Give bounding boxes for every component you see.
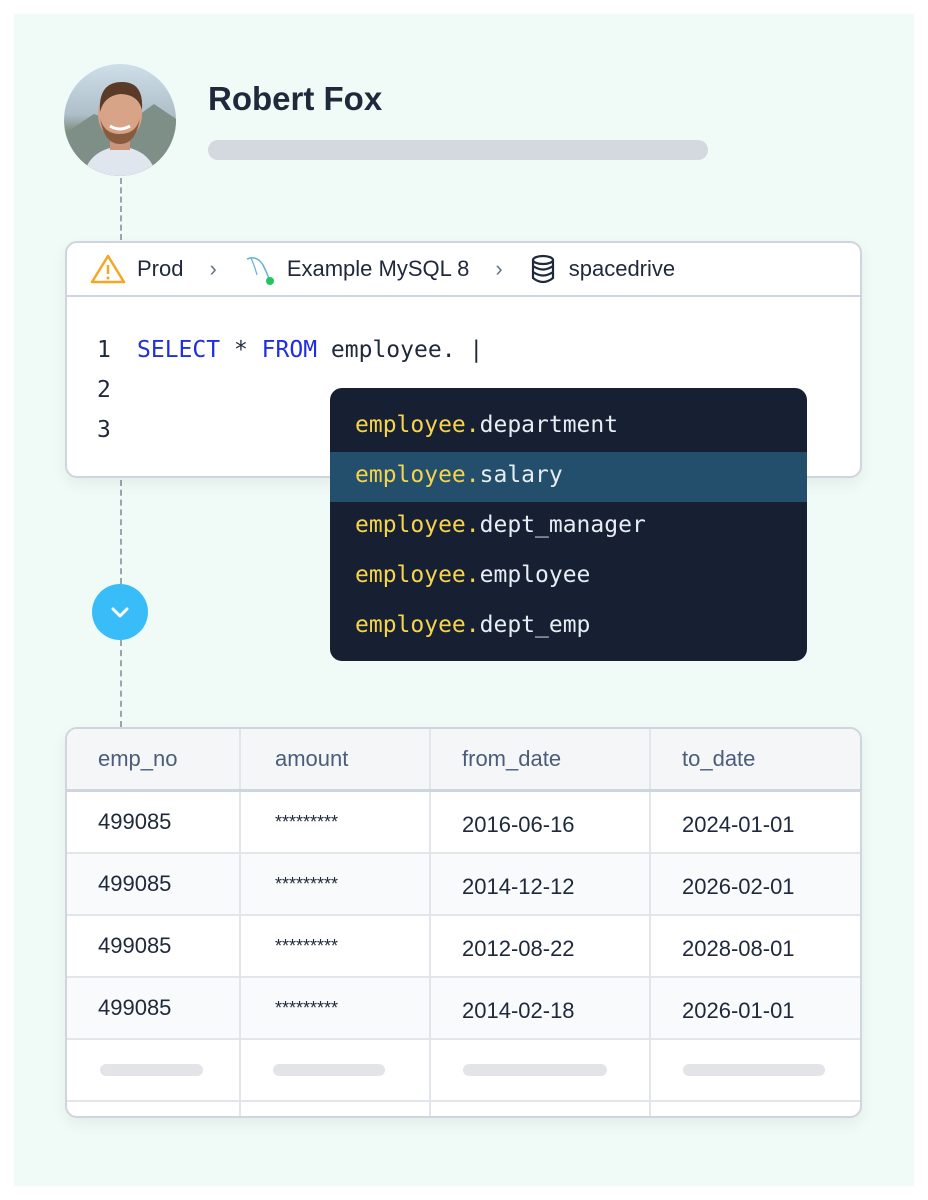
cell-to-date: 2026-01-01 — [682, 998, 795, 1023]
column-header[interactable]: to_date — [682, 746, 756, 771]
autocomplete-item[interactable]: employee.dept_emp — [330, 602, 807, 652]
item-suffix: employee — [479, 562, 591, 588]
cell-emp-no: 499085 — [67, 978, 241, 1038]
placeholder-bar — [208, 140, 708, 160]
cell-from-date: 2012-08-22 — [431, 916, 651, 976]
results-table: emp_no amount from_date to_date 499085 *… — [65, 727, 862, 1118]
table-row[interactable]: 499085 ********* 2014-12-12 2026-02-01 — [67, 854, 860, 916]
line-number: 2 — [97, 377, 111, 403]
star: * — [233, 337, 248, 363]
cell-amount: ********* — [241, 978, 431, 1038]
cell-amount: ********* — [241, 792, 431, 852]
placeholder-bar — [683, 1064, 825, 1076]
placeholder-bar — [463, 1064, 607, 1076]
item-suffix: department — [479, 412, 619, 438]
column-header[interactable]: from_date — [431, 729, 651, 789]
expand-button[interactable] — [92, 584, 148, 640]
warning-icon — [90, 254, 126, 284]
mysql-dolphin-icon — [246, 257, 274, 285]
cell-from-date: 2014-02-18 — [431, 978, 651, 1038]
autocomplete-item[interactable]: employee.department — [330, 402, 807, 452]
line-number: 1 — [97, 337, 111, 363]
item-suffix: salary — [479, 462, 563, 488]
placeholder-cell — [241, 1040, 431, 1100]
sql-editor[interactable]: 1 2 3 SELECT * FROM employee. | — [67, 297, 860, 477]
placeholder-cell — [431, 1040, 651, 1100]
connector-line — [120, 480, 122, 584]
breadcrumb-connection[interactable]: Example MySQL 8 — [286, 256, 470, 281]
chevron-right-icon: › — [209, 256, 217, 281]
code-line-1: SELECT * FROM employee. | — [137, 337, 483, 363]
table-row-placeholder — [67, 1040, 860, 1102]
item-suffix: dept_emp — [479, 612, 591, 638]
table-row[interactable]: 499085 ********* 2016-06-16 2024-01-01 — [67, 792, 860, 854]
breadcrumb: Prod › Example MySQL 8 › spacedrive — [67, 243, 860, 297]
chevron-right-icon: › — [495, 256, 503, 281]
line-number: 3 — [97, 417, 111, 443]
database-icon — [531, 254, 554, 284]
cell-emp-no: 499085 — [67, 916, 241, 976]
cell-emp-no: 499085 — [67, 854, 241, 914]
cell-emp-no: 499085 — [67, 792, 241, 852]
avatar-photo-icon — [64, 82, 176, 176]
placeholder-cell — [67, 1040, 241, 1100]
autocomplete-item[interactable]: employee.employee — [330, 552, 807, 602]
table-row[interactable]: 499085 ********* 2014-02-18 2026-01-01 — [67, 978, 860, 1040]
user-name: Robert Fox — [208, 80, 383, 117]
placeholder-cell — [651, 1040, 860, 1100]
connector-line — [120, 640, 122, 727]
table-row[interactable]: 499085 ********* 2012-08-22 2028-08-01 — [67, 916, 860, 978]
table-row-placeholder — [67, 1102, 860, 1116]
text-cursor: | — [469, 337, 484, 363]
keyword-select: SELECT — [137, 337, 221, 363]
placeholder-cell — [651, 1102, 860, 1116]
cell-to-date: 2028-08-01 — [682, 936, 795, 961]
cell-amount: ********* — [241, 854, 431, 914]
placeholder-bar — [273, 1064, 385, 1076]
item-prefix: employee. — [355, 412, 480, 438]
item-prefix: employee. — [355, 462, 480, 488]
autocomplete-item[interactable]: employee.dept_manager — [330, 502, 807, 552]
item-prefix: employee. — [355, 512, 480, 538]
cell-to-date: 2026-02-01 — [682, 874, 795, 899]
item-prefix: employee. — [355, 562, 480, 588]
connector-line — [120, 178, 122, 240]
placeholder-cell — [431, 1102, 651, 1116]
breadcrumb-environment[interactable]: Prod — [137, 256, 184, 281]
table-name: employee. — [330, 337, 456, 363]
breadcrumb-database[interactable]: spacedrive — [568, 256, 676, 281]
avatar — [64, 64, 176, 176]
item-suffix: dept_manager — [479, 512, 646, 538]
item-prefix: employee. — [355, 612, 480, 638]
cell-from-date: 2014-12-12 — [431, 854, 651, 914]
placeholder-cell — [241, 1102, 431, 1116]
autocomplete-dropdown: employee.department employee.salary empl… — [330, 388, 807, 661]
autocomplete-item-selected[interactable]: employee.salary — [330, 452, 807, 502]
table-header: emp_no amount from_date to_date — [67, 729, 860, 792]
keyword-from: FROM — [261, 337, 318, 363]
column-header[interactable]: emp_no — [67, 729, 241, 789]
cell-to-date: 2024-01-01 — [682, 812, 795, 837]
cell-amount: ********* — [241, 916, 431, 976]
chevron-down-icon — [111, 607, 129, 618]
placeholder-bar — [100, 1064, 203, 1076]
cell-from-date: 2016-06-16 — [431, 792, 651, 852]
placeholder-cell — [67, 1102, 241, 1116]
column-header[interactable]: amount — [241, 729, 431, 789]
